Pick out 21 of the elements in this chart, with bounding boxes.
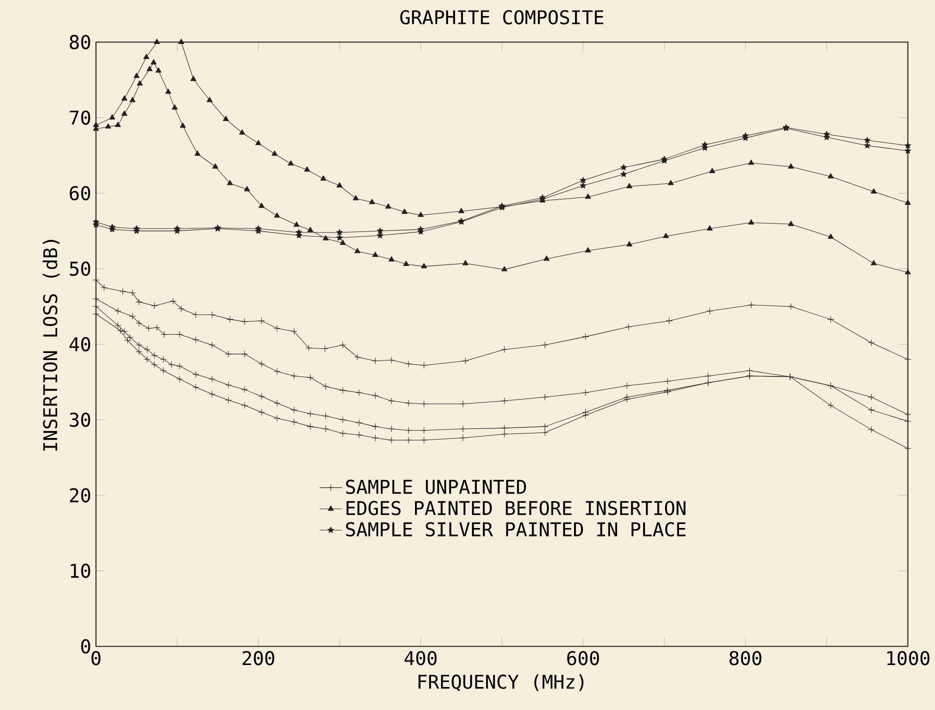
- x-tick-label: 0: [92, 650, 100, 666]
- y-tick-label: 50: [70, 262, 90, 276]
- legend-label: EDGES PAINTED BEFORE INSERTION: [346, 500, 686, 516]
- y-tick-label: 60: [70, 186, 90, 200]
- y-tick-label: 80: [70, 34, 90, 50]
- legend-label: SAMPLE UNPAINTED: [346, 480, 526, 494]
- x-tick-label: 200: [242, 650, 274, 666]
- x-axis-title: FREQUENCY (MHz): [418, 674, 584, 692]
- y-tick-label: 20: [70, 488, 90, 502]
- y-tick-label: 0: [81, 639, 90, 654]
- y-tick-label: 30: [70, 412, 90, 427]
- x-tick-label: 800: [730, 650, 762, 666]
- x-tick-label: 400: [404, 650, 437, 666]
- y-tick-label: 70: [70, 110, 90, 125]
- x-tick-label: 600: [567, 650, 599, 666]
- legend-label: SAMPLE SILVER PAINTED IN PLACE: [346, 522, 686, 536]
- x-tick-label: 1000: [887, 650, 930, 666]
- chart-title: GRAPHITE COMPOSITE: [400, 10, 604, 24]
- y-tick-label: 40: [70, 337, 90, 352]
- y-tick-label: 10: [70, 564, 90, 578]
- y-axis-title: INSERTION LOSS (dB): [42, 240, 60, 451]
